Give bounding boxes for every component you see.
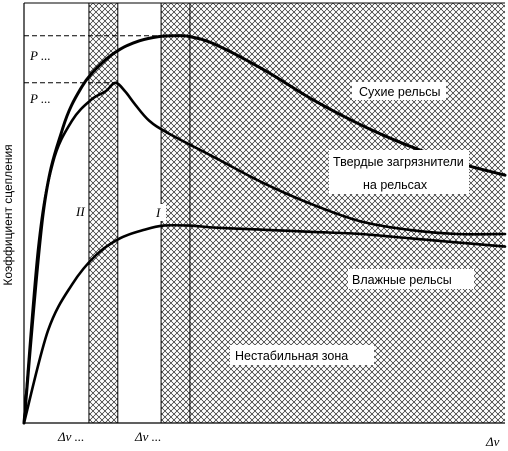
series-line-1 [22, 81, 507, 425]
y-axis-label: Коэффициент сцепления [1, 144, 15, 285]
x-tick-label-ii: Δv ... [57, 429, 84, 444]
dry-label-bg [352, 82, 446, 100]
axes-layer [23, 2, 505, 424]
unstable-label-bg [230, 345, 374, 365]
series-label-dry: Сухие рельсы [359, 85, 440, 99]
zone-ii-label-bg [72, 203, 88, 220]
series-label-wet: Влажные рельсы [352, 273, 452, 287]
series-line-0 [22, 34, 507, 425]
curves-layer [22, 34, 507, 425]
y-tick-label-dry: P ... [29, 48, 51, 63]
zone-i-label-bg [152, 204, 166, 221]
zone-ii-label: II [75, 204, 85, 219]
y-tick-label-contaminant: P ... [29, 91, 51, 106]
x-tick-label-i: Δv ... [134, 429, 161, 444]
x-axis-label: Δv [485, 434, 500, 449]
series-line-2 [22, 223, 507, 425]
zone-i-label: I [155, 205, 161, 220]
unstable-zone-label: Нестабильная зона [235, 349, 348, 363]
zone-band-0 [88, 3, 118, 423]
series-label-contaminant-line1: Твердые загрязнители [333, 155, 464, 169]
contaminant-label-bg [329, 150, 469, 194]
wet-label-bg [348, 269, 474, 289]
series-label-contaminant-line2: на рельсах [363, 178, 428, 192]
